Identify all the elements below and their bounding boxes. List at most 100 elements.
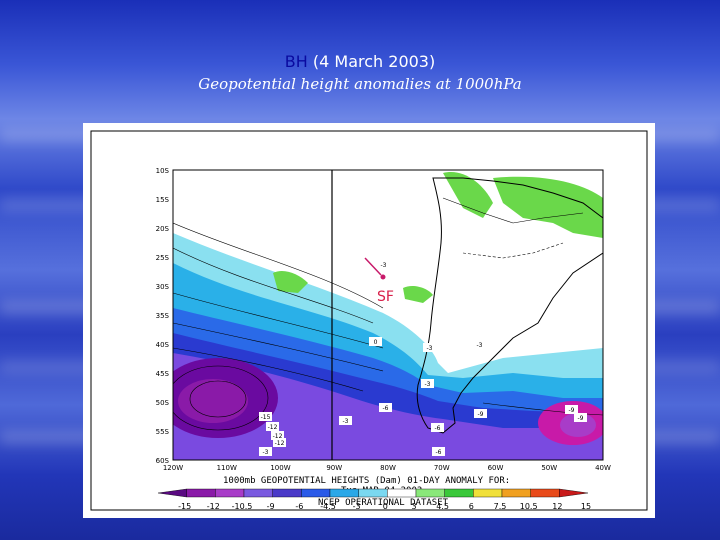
lat-label: 50S xyxy=(156,399,170,407)
colorbar-segment xyxy=(559,488,589,498)
lat-label: 15S xyxy=(156,196,170,204)
sf-point xyxy=(380,274,386,280)
contour-label-text: -3 xyxy=(427,345,433,352)
colorbar-segment xyxy=(243,488,273,498)
colorbar-segment xyxy=(186,488,216,498)
colorbar-segment xyxy=(329,488,359,498)
colorbar-label: -12 xyxy=(207,502,220,511)
title-block: BH (4 March 2003) Geopotential height an… xyxy=(0,52,720,93)
colorbar-label: -10.5 xyxy=(232,502,253,511)
lat-label: 25S xyxy=(156,254,170,262)
sf-arrow xyxy=(364,257,382,276)
contour-label: -3 xyxy=(377,260,390,269)
colorbar-label: -3 xyxy=(353,502,361,511)
contour-label: -12 xyxy=(266,422,279,431)
contour-label: -9 xyxy=(474,409,487,418)
colorbar-labels: -15 -12 -10.5 -9 -6 -4.5 -3 0 3 4.5 6 7.5 10.5 12 15 xyxy=(178,502,591,511)
station-code: BH xyxy=(284,52,308,71)
colorbar-label: 12 xyxy=(552,502,562,511)
contour-label: -3 xyxy=(421,379,434,388)
contour-label-text: -3 xyxy=(263,449,269,456)
colorbar-label: 6 xyxy=(469,502,474,511)
lat-label: 55S xyxy=(156,428,170,436)
lat-label: 60S xyxy=(156,457,170,465)
contour-label-text: -6 xyxy=(435,425,441,432)
colorbar-segment xyxy=(157,488,187,498)
lon-label: 50W xyxy=(541,464,557,472)
colorbar-label: -9 xyxy=(267,502,275,511)
plot-border xyxy=(172,169,604,461)
colorbar-segment xyxy=(301,488,331,498)
colorbar-segment xyxy=(530,488,560,498)
contour-label: -3 xyxy=(339,416,352,425)
colorbar-segment xyxy=(444,488,474,498)
contour-labels: -3-30-3 -3-3-6-6-9-9-9-12-12-12-15-6-3 xyxy=(259,260,587,456)
contour-label-text: -3 xyxy=(381,262,387,269)
slide-subtitle: Geopotential height anomalies at 1000hPa xyxy=(198,75,522,93)
contour-label: -12 xyxy=(271,431,284,440)
contour-label: -6 xyxy=(432,447,445,456)
colorbar-segment xyxy=(272,488,302,498)
contour-label-text: -3 xyxy=(425,381,431,388)
colorbar-label: 7.5 xyxy=(494,502,507,511)
colorbar-segment xyxy=(473,488,503,498)
contour-label: -6 xyxy=(431,423,444,432)
lat-label: 30S xyxy=(156,283,170,291)
contour-label: -3 xyxy=(423,343,436,352)
colorbar-label: 3 xyxy=(411,502,416,511)
caption-line3: NCEP OPERATIONAL DATASET xyxy=(318,498,449,508)
contour-label: -3 xyxy=(259,447,272,456)
colorbar xyxy=(157,488,589,498)
latitude-labels: 10S 15S 20S 25S 30S 35S 40S 45S 50S 55S 60S xyxy=(156,167,170,465)
contour-label: -3 xyxy=(473,340,486,349)
lon-label: 70W xyxy=(434,464,450,472)
lat-label: 10S xyxy=(156,167,170,175)
lon-label: 80W xyxy=(380,464,396,472)
colorbar-segment xyxy=(387,488,417,498)
lon-label: 40W xyxy=(595,464,611,472)
contour-label-text: -9 xyxy=(478,411,484,418)
title-date: (4 March 2003) xyxy=(312,52,436,71)
contour-fill-layer xyxy=(173,170,603,460)
lon-label: 120W xyxy=(163,464,183,472)
colorbar-label: -15 xyxy=(178,502,191,511)
contour-label-text: -3 xyxy=(477,342,483,349)
contour-label-text: -6 xyxy=(436,449,442,456)
contour-label-text: -12 xyxy=(275,440,285,447)
contour-label-text: -12 xyxy=(273,433,283,440)
lat-label: 20S xyxy=(156,225,170,233)
contour-label-text: -3 xyxy=(343,418,349,425)
lon-label: 90W xyxy=(326,464,342,472)
colorbar-label: -4.5 xyxy=(320,502,336,511)
lon-label: 110W xyxy=(217,464,237,472)
sf-label: SF xyxy=(377,289,394,305)
contour-label-text: -9 xyxy=(569,407,575,414)
contour-label: -9 xyxy=(565,405,578,414)
contour-label-text: -9 xyxy=(578,415,584,422)
colorbar-label: 10.5 xyxy=(520,502,538,511)
colorbar-segment xyxy=(415,488,445,498)
lon-label: 100W xyxy=(270,464,290,472)
contour-label: -12 xyxy=(273,438,286,447)
contour-label-text: 0 xyxy=(374,339,378,346)
anomaly-map-figure: 10S 15S 20S 25S 30S 35S 40S 45S 50S 55S 60S 120W 11… xyxy=(83,123,655,518)
lat-label: 40S xyxy=(156,341,170,349)
colorbar-label: 4.5 xyxy=(436,502,449,511)
longitude-labels: 120W 110W 100W 90W 80W 70W 60W 50W 40W xyxy=(163,464,611,472)
contour-label-text: -6 xyxy=(383,405,389,412)
colorbar-segment xyxy=(501,488,531,498)
contour-label-text: -15 xyxy=(261,414,271,421)
colorbar-segment xyxy=(215,488,245,498)
anomaly-map-svg: 10S 15S 20S 25S 30S 35S 40S 45S 50S 55S 60S 120W 11… xyxy=(90,130,648,511)
contour-label: -15 xyxy=(259,412,272,421)
lat-label: 45S xyxy=(156,370,170,378)
slide-title: BH (4 March 2003) xyxy=(0,52,720,71)
colorbar-label: 15 xyxy=(581,502,591,511)
caption-line1: 1000mb GEOPOTENTIAL HEIGHTS (Dam) 01-DAY… xyxy=(223,476,510,486)
lon-label: 60W xyxy=(488,464,504,472)
contour-label: -6 xyxy=(379,403,392,412)
colorbar-label: 0 xyxy=(383,502,388,511)
contour-label: 0 xyxy=(369,337,382,346)
lat-label: 35S xyxy=(156,312,170,320)
figure-frame xyxy=(90,130,648,511)
